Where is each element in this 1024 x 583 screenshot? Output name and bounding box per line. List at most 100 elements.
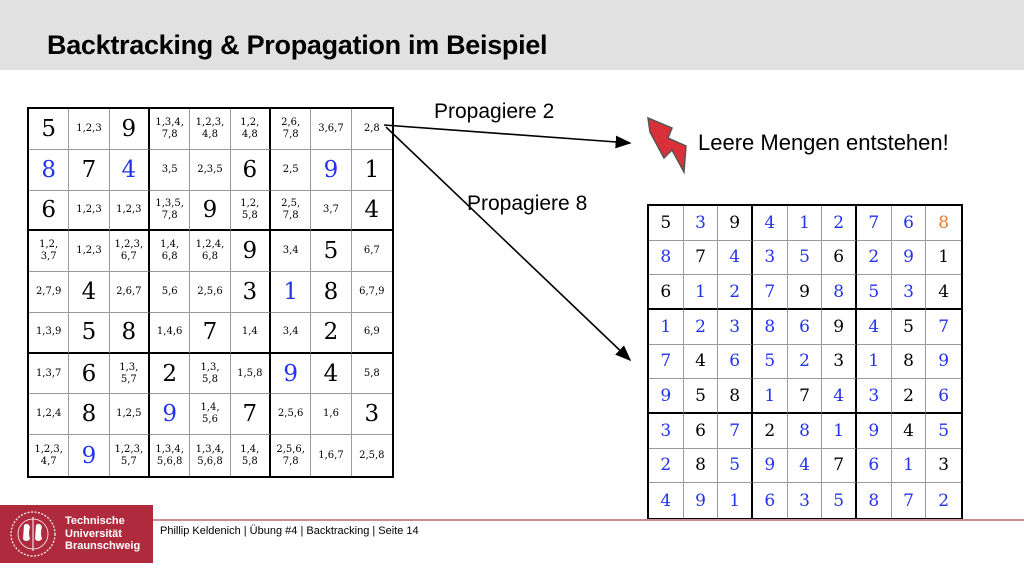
sudoku-cell: 7 — [69, 149, 110, 191]
sudoku-cell: 7 — [857, 206, 892, 241]
sudoku-candidates-cell: 2,8 — [351, 109, 392, 150]
sudoku-cell: 6 — [230, 149, 271, 191]
sudoku-cell: 1 — [857, 344, 892, 380]
sudoku-cell: 7 — [718, 414, 753, 449]
sudoku-cell: 2 — [822, 206, 857, 241]
sudoku-cell: 6 — [891, 206, 927, 241]
sudoku-cell: 3 — [683, 206, 719, 241]
sudoku-candidates-cell: 1,2,3 — [69, 109, 110, 150]
sudoku-cell: 9 — [857, 414, 892, 449]
sudoku-cell: 1 — [351, 150, 392, 191]
arrow-propagate-8 — [385, 126, 632, 362]
sudoku-candidates-cell: 2,5,6 — [190, 272, 231, 313]
sudoku-candidates-grid: 5 1,2,3 9 1,3,4, 7,8 1,2,3, 4,8 1,2, 4,8 2,6, … — [27, 107, 394, 478]
sudoku-cell: 7 — [892, 483, 927, 518]
sudoku-cell: 1 — [891, 448, 927, 484]
sudoku-cell: 5 — [787, 240, 823, 276]
sudoku-candidates-cell: 2,5, 7,8 — [270, 190, 312, 232]
sudoku-candidates-cell: 1,2,3, 4,7 — [29, 435, 70, 476]
sudoku-cell: 2 — [938, 490, 950, 511]
sudoku-cell: 3 — [926, 449, 961, 484]
sudoku-cell: 2 — [683, 310, 719, 345]
sudoku-candidates-cell: 1,5,8 — [230, 353, 271, 395]
sudoku-candidates-cell: 1,2,3, 6,7 — [109, 231, 150, 273]
sudoku-cell: 9 — [926, 345, 961, 380]
sudoku-cell: 7 — [683, 240, 719, 276]
arrow-propagate-2 — [383, 124, 632, 149]
slide-title: Backtracking & Propagation im Beispiel — [47, 30, 548, 60]
logo-line: Braunschweig — [65, 540, 141, 552]
sudoku-cell: 8 — [822, 275, 857, 310]
sudoku-candidates-cell: 2,5 — [270, 149, 312, 191]
sudoku-cell: 1 — [753, 379, 788, 414]
sudoku-cell: 3 — [753, 240, 788, 276]
sudoku-cell: 9 — [190, 190, 231, 232]
label-empty-sets: Leere Mengen entstehen! — [698, 130, 949, 155]
sudoku-candidates-cell: 1,4 — [230, 312, 271, 354]
sudoku-candidates-cell: 1,3,9 — [29, 312, 70, 354]
sudoku-cell: 5 — [29, 109, 70, 150]
sudoku-cell: 5 — [649, 206, 684, 241]
sudoku-candidates-cell: 2,7,9 — [29, 272, 70, 313]
sudoku-cell: 9 — [891, 240, 927, 276]
sudoku-cell: 1 — [270, 272, 312, 313]
sudoku-candidates-cell: 3,6,7 — [311, 109, 352, 150]
label-propagate-8: Propagiere 8 — [467, 192, 588, 215]
sudoku-candidates-cell: 2,5,8 — [359, 449, 385, 461]
sudoku-candidates-cell: 3,5 — [149, 149, 191, 191]
sudoku-candidates-cell: 1,3,4, 5,6,8 — [190, 435, 231, 476]
sudoku-candidates-cell: 6,7 — [351, 231, 392, 273]
sudoku-candidates-cell: 1,2, 4,8 — [230, 109, 271, 150]
sudoku-cell: 8 — [753, 310, 788, 345]
sudoku-candidates-cell: 1,6 — [311, 394, 352, 436]
sudoku-cell: 4 — [69, 272, 110, 313]
seal-icon — [10, 511, 56, 557]
sudoku-cell: 6 — [822, 240, 857, 276]
logo-line: Universität — [65, 527, 122, 540]
sudoku-cell: 4 — [891, 414, 927, 449]
sudoku-cell: 9 — [270, 353, 312, 395]
sudoku-cell: 6 — [649, 275, 684, 310]
sudoku-cell: 1 — [926, 241, 961, 276]
sudoku-cell: 4 — [683, 344, 719, 380]
sudoku-cell: 9 — [109, 109, 150, 150]
sudoku-cell: 1 — [787, 206, 823, 241]
sudoku-cell: 8 — [891, 344, 927, 380]
sudoku-cell: 8 — [69, 394, 110, 436]
sudoku-candidates-cell: 1,2,3, 5,7 — [110, 435, 150, 476]
sudoku-cell: 4 — [787, 448, 823, 484]
sudoku-cell: 7 — [787, 379, 823, 414]
sudoku-cell: 9 — [718, 206, 753, 241]
sudoku-cell: 7 — [190, 312, 231, 354]
sudoku-cell: 6 — [926, 379, 961, 414]
sudoku-cell: 9 — [230, 231, 271, 273]
sudoku-candidates-cell: 1,2, 3,7 — [29, 231, 70, 273]
sudoku-cell: 1 — [683, 275, 719, 310]
sudoku-cell: 2 — [649, 448, 684, 484]
footer-divider — [153, 519, 1024, 521]
sudoku-candidates-cell: 1,3, 5,7 — [109, 353, 150, 395]
sudoku-candidates-cell: 1,4, 6,8 — [149, 231, 191, 273]
sudoku-candidates-cell: 3,7 — [311, 190, 352, 232]
sudoku-cell: 9 — [822, 310, 857, 345]
sudoku-cell: 3 — [788, 483, 823, 518]
sudoku-candidates-cell: 1,4, 5,6 — [190, 394, 231, 436]
sudoku-cell: 3 — [649, 414, 684, 449]
sudoku-candidates-cell: 3,4 — [270, 231, 312, 273]
university-logo: Technische Universität Braunschweig — [0, 505, 153, 563]
sudoku-cell: 5 — [857, 275, 892, 310]
sudoku-cell: 9 — [311, 149, 352, 191]
sudoku-cell: 8 — [857, 483, 892, 518]
sudoku-cell: 3 — [230, 272, 271, 313]
sudoku-cell: 7 — [649, 344, 684, 380]
sudoku-cell: 8 — [683, 448, 719, 484]
sudoku-candidates-cell: 1,3,7 — [29, 353, 70, 395]
sudoku-cell: 1 — [822, 414, 857, 449]
sudoku-cell: 9 — [69, 435, 110, 476]
sudoku-cell: 3 — [857, 379, 892, 414]
sudoku-candidates-cell: 1,2,5 — [109, 394, 150, 436]
sudoku-cell: 4 — [351, 191, 392, 232]
sudoku-cell: 2 — [718, 275, 753, 310]
sudoku-cell: 8 — [29, 149, 70, 191]
sudoku-cell: 2 — [891, 379, 927, 414]
